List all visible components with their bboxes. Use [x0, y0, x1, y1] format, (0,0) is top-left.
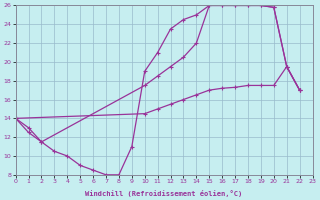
X-axis label: Windchill (Refroidissement éolien,°C): Windchill (Refroidissement éolien,°C)	[85, 190, 243, 197]
